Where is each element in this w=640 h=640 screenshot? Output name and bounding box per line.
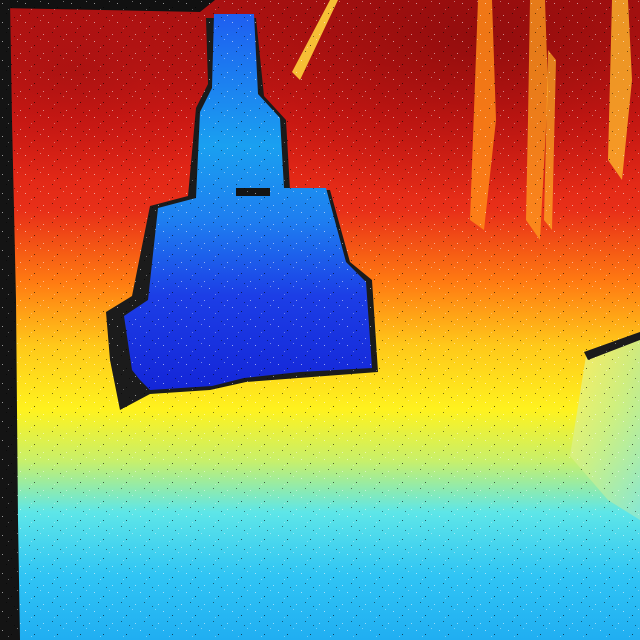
depth-image <box>0 0 640 640</box>
sensor-noise <box>0 0 640 640</box>
depth-map-canvas <box>0 0 640 640</box>
